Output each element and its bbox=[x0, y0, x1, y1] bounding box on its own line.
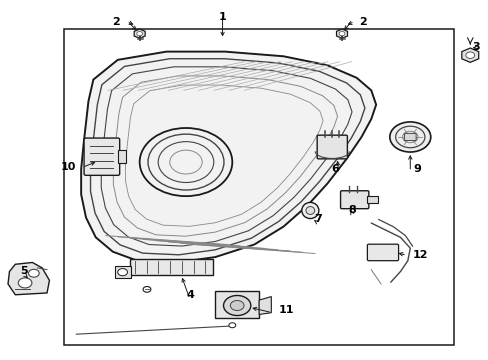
Ellipse shape bbox=[301, 202, 318, 219]
FancyBboxPatch shape bbox=[340, 191, 368, 209]
Circle shape bbox=[143, 287, 151, 292]
Text: 4: 4 bbox=[186, 291, 194, 301]
Text: 7: 7 bbox=[313, 215, 321, 224]
Circle shape bbox=[389, 122, 430, 152]
Circle shape bbox=[230, 301, 244, 311]
Text: 1: 1 bbox=[218, 12, 226, 22]
Polygon shape bbox=[81, 51, 375, 262]
Ellipse shape bbox=[305, 207, 314, 215]
Circle shape bbox=[118, 269, 127, 276]
Bar bbox=[130, 259, 212, 275]
Text: 11: 11 bbox=[278, 305, 293, 315]
Text: 2: 2 bbox=[358, 17, 366, 27]
FancyBboxPatch shape bbox=[404, 134, 415, 140]
Text: 8: 8 bbox=[347, 206, 355, 216]
Circle shape bbox=[338, 32, 344, 36]
Text: 10: 10 bbox=[61, 162, 76, 172]
Text: 6: 6 bbox=[330, 164, 338, 174]
Bar bbox=[118, 150, 126, 163]
Bar bbox=[64, 30, 453, 345]
Text: 12: 12 bbox=[412, 250, 427, 260]
Circle shape bbox=[223, 296, 250, 316]
FancyBboxPatch shape bbox=[366, 244, 398, 261]
Bar bbox=[215, 291, 259, 318]
Bar bbox=[366, 196, 377, 203]
Text: 9: 9 bbox=[413, 164, 421, 174]
Circle shape bbox=[465, 52, 474, 58]
Circle shape bbox=[228, 323, 235, 328]
FancyBboxPatch shape bbox=[317, 135, 346, 159]
Text: 5: 5 bbox=[20, 266, 28, 276]
Polygon shape bbox=[8, 262, 49, 295]
Circle shape bbox=[18, 278, 32, 288]
Bar bbox=[115, 266, 131, 278]
Circle shape bbox=[137, 32, 142, 36]
Text: 2: 2 bbox=[112, 17, 120, 27]
Text: 3: 3 bbox=[471, 42, 479, 52]
Polygon shape bbox=[259, 297, 271, 315]
FancyBboxPatch shape bbox=[84, 138, 120, 175]
Circle shape bbox=[28, 269, 39, 277]
